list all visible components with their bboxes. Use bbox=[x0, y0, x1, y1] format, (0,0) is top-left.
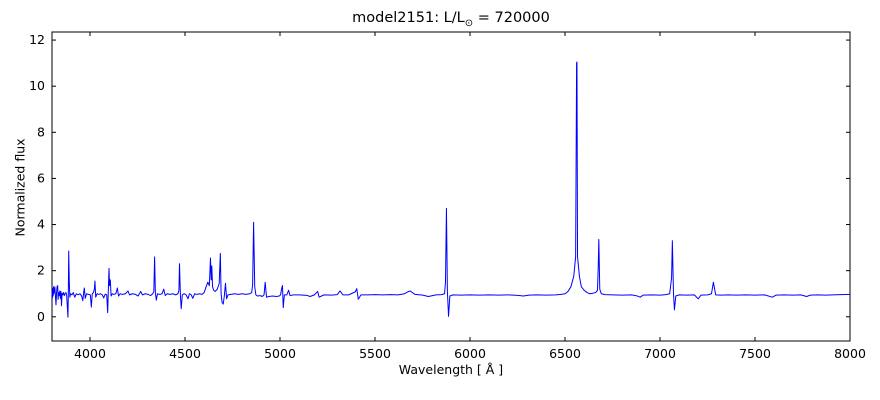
y-tick-label: 2 bbox=[37, 263, 45, 278]
x-tick-label: 4500 bbox=[169, 346, 201, 361]
x-tick-label: 6000 bbox=[454, 346, 486, 361]
plot-title: model2151: L/L⊙ = 720000 bbox=[52, 10, 850, 29]
axes-frame bbox=[51, 31, 851, 342]
y-axis-label: Normalized flux bbox=[12, 138, 28, 237]
x-axis-label: Wavelength [ Å ] bbox=[398, 362, 504, 377]
x-tick-label: 4000 bbox=[74, 346, 106, 361]
y-tick-label: 12 bbox=[29, 32, 45, 47]
spectrum-line bbox=[51, 61, 851, 318]
y-tick-label: 4 bbox=[37, 217, 45, 232]
x-tick-label: 5500 bbox=[359, 346, 391, 361]
y-tick-label: 10 bbox=[29, 78, 45, 93]
plot-title-value: = 720000 bbox=[473, 10, 550, 26]
x-tick-label: 5000 bbox=[264, 346, 296, 361]
y-tick-label: 8 bbox=[37, 124, 45, 139]
x-tick-label: 7500 bbox=[739, 346, 771, 361]
x-tick-label: 8000 bbox=[834, 346, 866, 361]
y-tick-label: 0 bbox=[37, 309, 45, 324]
x-tick-label: 7000 bbox=[644, 346, 676, 361]
x-tick-label: 6500 bbox=[549, 346, 581, 361]
sun-symbol: ⊙ bbox=[464, 17, 474, 29]
y-tick-label: 6 bbox=[37, 170, 45, 185]
plot-title-text: model2151: L/L bbox=[352, 10, 465, 26]
